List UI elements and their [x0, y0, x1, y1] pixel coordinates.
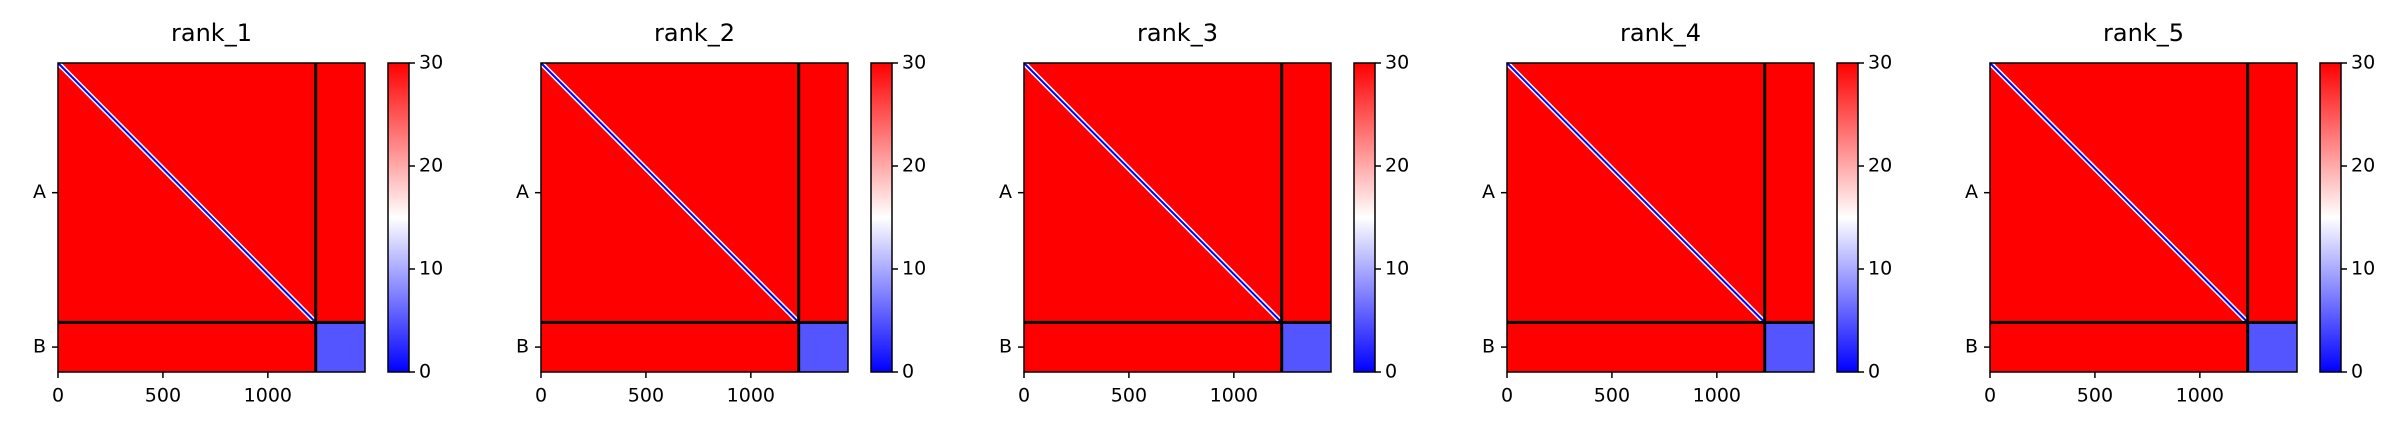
y-tick-label: B [1965, 336, 1978, 358]
chart-title: rank_2 [654, 19, 735, 47]
colorbar-tick-label: 0 [419, 361, 431, 383]
colorbar [870, 62, 893, 373]
x-tick-label: 1000 [1693, 385, 1741, 407]
y-tick-label: A [999, 181, 1012, 203]
y-tick-label: A [516, 181, 529, 203]
x-tick-label: 500 [145, 385, 181, 407]
colorbar-tick-label: 20 [419, 155, 443, 177]
chart-title: rank_4 [1620, 19, 1701, 47]
y-tick-label: B [999, 336, 1012, 358]
colorbar-tick-label: 0 [902, 361, 914, 383]
chart-title: rank_3 [1137, 19, 1218, 47]
x-tick-label: 0 [1018, 385, 1030, 407]
x-tick-label: 0 [52, 385, 64, 407]
x-tick-label: 0 [1501, 385, 1513, 407]
y-tick-label: A [1482, 181, 1495, 203]
colorbar-tick-label: 10 [902, 258, 926, 280]
colorbar-tick-label: 0 [1868, 361, 1880, 383]
heat-block [315, 63, 365, 323]
chart-title: rank_5 [2103, 19, 2184, 47]
x-tick-label: 1000 [244, 385, 292, 407]
panel: rank_4 0 500 1000 A B 0 10 20 30 [1482, 19, 1892, 407]
diagonal-core [1023, 62, 1283, 324]
colorbar-tick-label: 30 [902, 52, 926, 74]
colorbar-tick-label: 10 [1385, 258, 1409, 280]
x-tick-label: 1000 [1210, 385, 1258, 407]
heat-block [798, 63, 848, 323]
chart-title: rank_1 [171, 19, 252, 47]
x-tick-label: 500 [1594, 385, 1630, 407]
colorbar-tick-label: 10 [1868, 258, 1892, 280]
x-tick-label: 0 [535, 385, 547, 407]
colorbar-tick-label: 20 [1385, 155, 1409, 177]
y-tick-label: A [33, 181, 46, 203]
colorbar [387, 62, 410, 373]
x-tick-label: 1000 [2176, 385, 2224, 407]
heat-block [1764, 322, 1814, 372]
y-tick-label: B [33, 336, 46, 358]
colorbar [1836, 62, 1859, 373]
y-tick-label: B [1482, 336, 1495, 358]
panel: rank_3 0 500 1000 A B 0 10 20 30 [999, 19, 1409, 407]
heat-block [798, 322, 848, 372]
x-tick-label: 500 [628, 385, 664, 407]
heat-block [1990, 322, 2248, 372]
colorbar-tick-label: 30 [2351, 52, 2375, 74]
plot-frame [540, 62, 849, 373]
y-tick-label: A [1965, 181, 1978, 203]
colorbar-tick-label: 20 [2351, 155, 2375, 177]
heat-block [1024, 322, 1282, 372]
x-tick-label: 0 [1984, 385, 1996, 407]
heat-block [1507, 322, 1765, 372]
heat-block [58, 322, 316, 372]
colorbar-tick-label: 30 [1385, 52, 1409, 74]
colorbar-tick-label: 0 [2351, 361, 2363, 383]
colorbar-tick-label: 20 [1868, 155, 1892, 177]
plot-frame [1989, 62, 2298, 373]
panel: rank_5 0 500 1000 A B 0 10 20 30 [1965, 19, 2375, 407]
panel: rank_1 0 500 1000 A B 0 10 20 30 [33, 19, 443, 407]
colorbar-tick-label: 10 [419, 258, 443, 280]
diagonal-core [1506, 62, 1766, 324]
heat-block [2247, 63, 2297, 323]
heat-block [1764, 63, 1814, 323]
heat-block [315, 322, 365, 372]
colorbar-tick-label: 20 [902, 155, 926, 177]
colorbar-tick-label: 30 [419, 52, 443, 74]
colorbar [2319, 62, 2342, 373]
plot-frame [1506, 62, 1815, 373]
y-tick-label: B [516, 336, 529, 358]
heat-block [1281, 322, 1331, 372]
colorbar-tick-label: 10 [2351, 258, 2375, 280]
colorbar-tick-label: 0 [1385, 361, 1397, 383]
heat-block [1281, 63, 1331, 323]
x-tick-label: 1000 [727, 385, 775, 407]
plot-frame [57, 62, 366, 373]
colorbar [1353, 62, 1376, 373]
diagonal-core [540, 62, 800, 324]
plot-frame [1023, 62, 1332, 373]
colorbar-tick-label: 30 [1868, 52, 1892, 74]
diagonal-core [1989, 62, 2249, 324]
diagonal-core [57, 62, 317, 324]
panel: rank_2 0 500 1000 A B 0 10 20 30 [516, 19, 926, 407]
x-tick-label: 500 [2077, 385, 2113, 407]
heat-block [2247, 322, 2297, 372]
x-tick-label: 500 [1111, 385, 1147, 407]
heat-block [541, 322, 799, 372]
